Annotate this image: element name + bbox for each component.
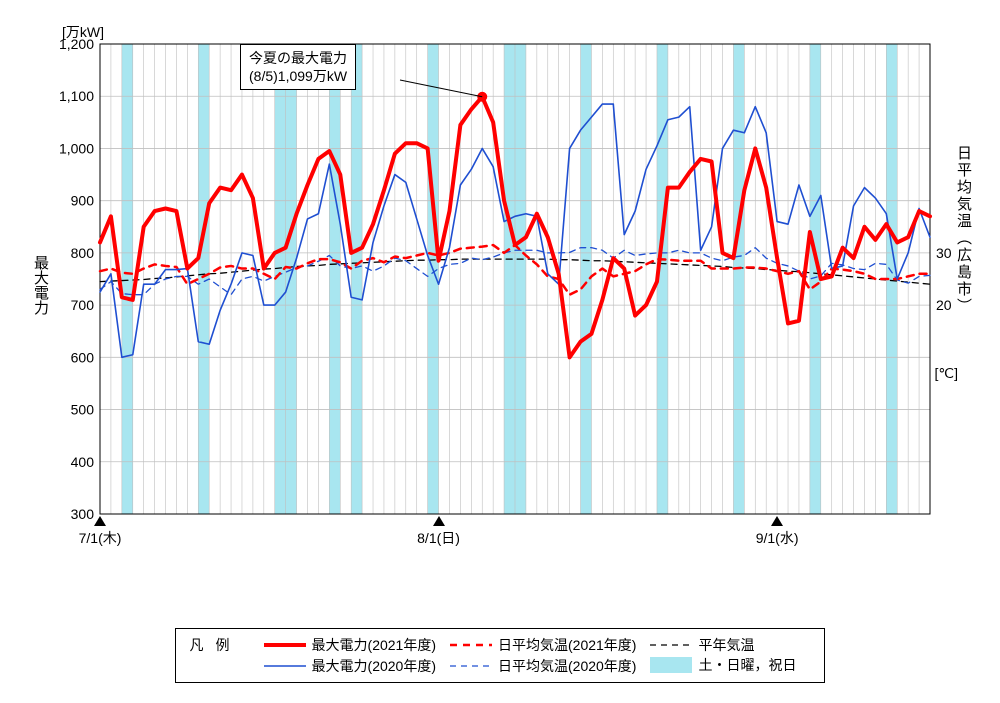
svg-text:1,100: 1,100 [59, 88, 94, 104]
annotation-line2: (8/5)1,099万kW [249, 67, 347, 85]
svg-text:400: 400 [71, 454, 95, 470]
x-tick-label: 7/1(木) [79, 528, 122, 548]
svg-text:900: 900 [71, 193, 95, 209]
legend-item: 日平均気温(2020年度) [450, 656, 636, 676]
svg-text:600: 600 [71, 349, 95, 365]
x-tick-label: 8/1(日) [417, 528, 460, 548]
y1-axis-label: 最大電力 [30, 255, 51, 315]
annotation-box: 今夏の最大電力 (8/5)1,099万kW [240, 44, 356, 90]
legend-item: 日平均気温(2021年度) [450, 635, 636, 655]
x-tick-marker [771, 516, 783, 526]
svg-text:30: 30 [936, 245, 952, 261]
x-tick-label: 9/1(水) [756, 528, 799, 548]
legend-item: 最大電力(2021年度) [264, 635, 436, 655]
legend: 凡例 最大電力(2021年度)日平均気温(2021年度)平年気温 凡例 最大電力… [175, 628, 826, 683]
svg-text:20: 20 [936, 297, 952, 313]
y2-unit: [℃] [934, 365, 958, 382]
svg-text:500: 500 [71, 402, 95, 418]
svg-text:800: 800 [71, 245, 95, 261]
x-tick-marker [433, 516, 445, 526]
chart-svg: 3004005006007008009001,0001,1001,2002030 [20, 20, 980, 564]
annotation-line1: 今夏の最大電力 [249, 49, 347, 67]
svg-text:300: 300 [71, 506, 95, 522]
legend-item: 最大電力(2020年度) [264, 656, 436, 676]
legend-item: 土・日曜，祝日 [650, 655, 796, 675]
svg-text:700: 700 [71, 297, 95, 313]
x-tick-marker [94, 516, 106, 526]
legend-item: 平年気温 [650, 635, 754, 655]
chart-container: [万kW] 最大電力 日平均気温（広島市） [℃] 300 400 500 600 70… [20, 20, 980, 620]
legend-title: 凡例 [190, 635, 242, 655]
y1-unit: [万kW] [62, 22, 104, 42]
y2-axis-label: 日平均気温（広島市） [953, 145, 974, 315]
svg-text:1,000: 1,000 [59, 140, 94, 156]
